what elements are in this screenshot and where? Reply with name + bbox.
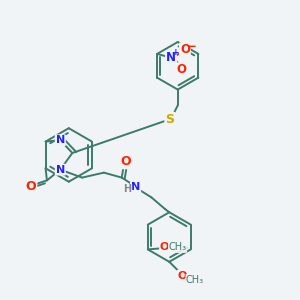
Text: N: N xyxy=(166,51,176,64)
Text: S: S xyxy=(165,113,174,126)
Text: −: − xyxy=(187,40,197,53)
Text: O: O xyxy=(176,63,186,76)
Text: H: H xyxy=(124,184,132,194)
Text: CH₃: CH₃ xyxy=(169,242,187,252)
Text: N: N xyxy=(56,135,65,145)
Text: CH₃: CH₃ xyxy=(186,274,204,285)
Text: O: O xyxy=(180,44,190,56)
Text: O: O xyxy=(178,271,187,281)
Text: O: O xyxy=(120,155,131,168)
Text: N: N xyxy=(131,182,140,193)
Text: O: O xyxy=(160,242,169,252)
Text: N: N xyxy=(56,165,65,175)
Text: +: + xyxy=(172,48,180,57)
Text: O: O xyxy=(26,180,36,193)
